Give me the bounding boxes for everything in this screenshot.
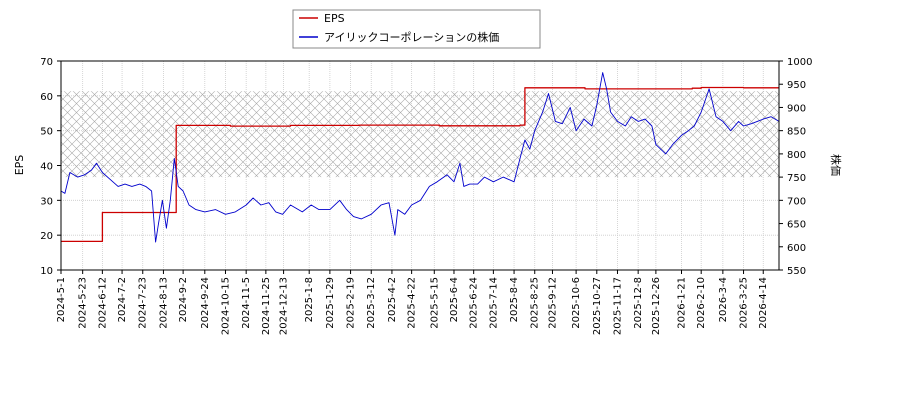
right-tick-label: 800 <box>787 150 806 161</box>
x-tick-label: 2024-9-2 <box>178 277 189 322</box>
x-tick-label: 2026-3-4 <box>718 277 729 322</box>
shaded-band <box>61 91 779 178</box>
x-tick-label: 2024-12-13 <box>279 277 290 335</box>
series-line-price <box>61 72 779 243</box>
x-tick-label: 2024-11-5 <box>241 277 252 329</box>
x-tick-label: 2024-9-24 <box>200 277 211 329</box>
x-tick-label: 2025-9-12 <box>547 277 558 329</box>
legend-box <box>292 9 541 49</box>
right-tick-label: 900 <box>787 103 806 114</box>
x-axis: 2024-5-1 2024-5-23 2024-6-12 2024-7-2 2024-7… <box>56 270 769 335</box>
x-tick-label: 2025-1-8 <box>304 277 315 322</box>
x-tick-label: 2024-10-15 <box>220 277 231 335</box>
right-tick-label: 650 <box>787 220 806 231</box>
x-tick-label: 2025-8-25 <box>530 277 541 329</box>
legend-label-eps: EPS <box>324 12 345 25</box>
x-tick-label: 2024-7-2 <box>117 277 128 322</box>
series-line-eps <box>61 86 779 243</box>
x-tick-label: 2025-4-22 <box>407 277 418 329</box>
legend-label-price: アイリックコーポレーションの株価 <box>324 30 499 44</box>
right-tick-label: 1000 <box>787 57 812 68</box>
x-tick-label: 2026-2-10 <box>696 277 707 329</box>
x-tick-label: 2026-1-21 <box>676 277 687 329</box>
right-axis-label: 株価 <box>829 154 843 176</box>
left-axis-label: EPS <box>13 155 26 176</box>
left-tick-label: 30 <box>40 196 53 207</box>
x-tick-label: 2025-4-2 <box>387 277 398 322</box>
right-axis: 550 600 650 700 750 800 850 900 950 1000 <box>779 57 812 277</box>
left-tick-label: 40 <box>40 162 53 173</box>
left-axis: 10 20 30 40 50 60 70 <box>40 57 61 277</box>
x-tick-label: 2024-11-25 <box>261 277 272 335</box>
right-tick-label: 600 <box>787 243 806 254</box>
x-tick-label: 2024-8-13 <box>158 277 169 329</box>
x-tick-label: 2025-3-12 <box>366 277 377 329</box>
x-tick-label: 2026-4-14 <box>758 277 769 329</box>
x-tick-label: 2025-12-8 <box>633 277 644 329</box>
x-tick-label: 2024-5-1 <box>56 277 67 322</box>
x-tick-label: 2024-7-23 <box>138 277 149 329</box>
x-tick-label: 2025-7-14 <box>488 277 499 329</box>
right-tick-label: 850 <box>787 127 806 138</box>
x-tick-label: 2025-11-17 <box>612 277 623 335</box>
series-layer <box>61 72 779 243</box>
x-tick-label: 2025-12-26 <box>651 277 662 335</box>
x-tick-label: 2024-6-12 <box>97 277 108 329</box>
left-tick-label: 10 <box>40 266 53 277</box>
x-tick-label: 2025-6-4 <box>449 277 460 322</box>
left-tick-label: 50 <box>40 127 53 138</box>
x-tick-label: 2025-10-6 <box>571 277 582 329</box>
left-tick-label: 20 <box>40 231 53 242</box>
right-tick-label: 950 <box>787 80 806 91</box>
x-tick-label: 2025-1-29 <box>325 277 336 329</box>
right-tick-label: 700 <box>787 196 806 207</box>
x-tick-label: 2024-5-23 <box>78 277 89 329</box>
x-tick-label: 2025-10-27 <box>592 277 603 335</box>
left-tick-label: 60 <box>40 92 53 103</box>
x-tick-label: 2025-5-15 <box>429 277 440 329</box>
x-tick-label: 2026-3-25 <box>739 277 750 329</box>
left-tick-label: 70 <box>40 57 53 68</box>
legend: EPS アイリックコーポレーションの株価 <box>292 9 541 49</box>
right-tick-label: 550 <box>787 266 806 277</box>
x-tick-label: 2025-8-4 <box>509 277 520 322</box>
right-tick-label: 750 <box>787 173 806 184</box>
x-tick-label: 2025-6-24 <box>469 277 480 329</box>
x-tick-label: 2025-2-19 <box>346 277 357 329</box>
